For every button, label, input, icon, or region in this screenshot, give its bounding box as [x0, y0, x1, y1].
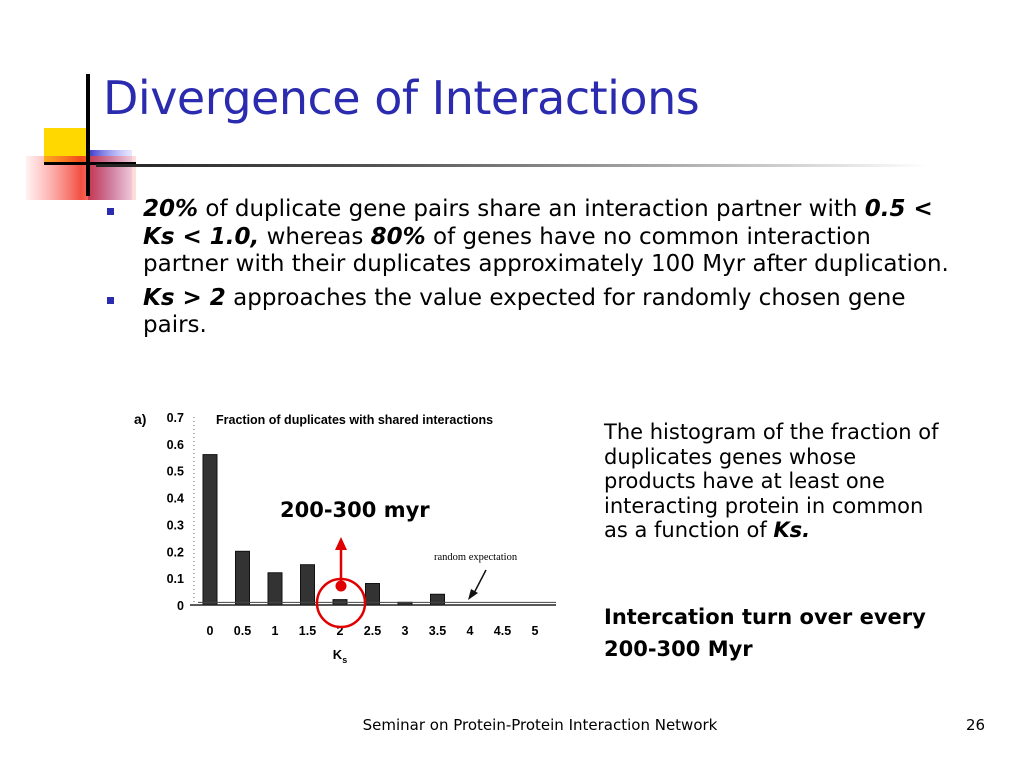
bullet-1-part: of genes have no common interaction part…: [143, 223, 949, 278]
histogram-bar: [202, 454, 218, 606]
page-number: 26: [966, 716, 986, 734]
y-tick-label: 0.6: [167, 438, 184, 452]
x-tick-label: 3: [402, 624, 409, 638]
histogram-bar: [365, 583, 380, 606]
y-tick-label: 0.4: [167, 492, 184, 506]
y-tick-label: 0.2: [167, 545, 184, 559]
highlight-dot: [335, 580, 347, 592]
description-emphasis: Ks.: [773, 518, 811, 543]
bullet-1-part: 80%: [370, 223, 426, 250]
y-tick-label: 0.7: [167, 411, 184, 425]
x-tick-label: 1.5: [299, 624, 316, 638]
arrow-up-icon: [335, 537, 347, 550]
bullet-list: 20% of duplicate gene pairs share an int…: [103, 196, 963, 346]
slide-title: Divergence of Interactions: [103, 71, 700, 125]
x-axis-label: Ks: [333, 647, 347, 665]
histogram-description: The histogram of the fraction of duplica…: [604, 420, 944, 543]
x-tick-label: 0.5: [234, 624, 251, 638]
random-expectation-arrow: [472, 569, 487, 596]
bullet-2-part: approaches the value expected for random…: [143, 284, 906, 339]
y-tick-label: 0.1: [167, 572, 184, 586]
histogram-figure: a) Fraction of duplicates with shared int…: [128, 400, 568, 670]
histogram-bar: [267, 572, 283, 606]
bullet-item-2: Ks > 2 approaches the value expected for…: [103, 285, 963, 340]
bullet-square-icon: [107, 208, 114, 215]
bullet-1-part: of duplicate gene pairs share an interac…: [198, 196, 865, 222]
bullet-1-part: whereas: [259, 223, 371, 250]
x-tick-label: 1: [272, 624, 279, 638]
bullet-item-1: 20% of duplicate gene pairs share an int…: [103, 196, 963, 279]
y-tick-label: 0.5: [167, 465, 184, 479]
y-tick-label: 0.3: [167, 518, 184, 532]
histogram-bar: [300, 564, 315, 606]
x-tick-label: 2.5: [364, 624, 381, 638]
bullet-1-part: 20%: [143, 196, 199, 222]
x-tick-label: 3.5: [429, 624, 446, 638]
x-tick-label: 4: [467, 624, 474, 638]
title-underline: [96, 164, 928, 167]
chart-title: Fraction of duplicates with shared inter…: [216, 413, 493, 427]
histogram-bar: [430, 593, 445, 606]
histogram-chart: a) Fraction of duplicates with shared int…: [134, 411, 556, 665]
bullet-square-icon: [107, 296, 114, 304]
corner-decoration: [26, 74, 136, 200]
deco-horizontal-line: [44, 162, 136, 165]
random-expectation-label: random expectation: [434, 552, 518, 563]
panel-label: a): [134, 411, 146, 427]
x-tick-label: 0: [207, 624, 214, 638]
description-text: The histogram of the fraction of duplica…: [604, 420, 939, 543]
deco-vertical-line: [86, 74, 90, 196]
conclusion-text: Intercation turn over every 200-300 Myr: [604, 605, 926, 661]
histogram-bar: [235, 550, 250, 606]
bullet-2-part: Ks > 2: [143, 284, 226, 311]
annotation-label: 200-300 myr: [280, 498, 430, 522]
x-tick-label: 4.5: [494, 624, 511, 638]
slide-footer: Seminar on Protein-Protein Interaction N…: [362, 716, 718, 734]
x-tick-label: 5: [532, 624, 539, 638]
arrow-head-icon: [468, 589, 478, 600]
y-tick-label: 0: [177, 599, 184, 613]
bullet-1-part: 0.5 < Ks < 1.0,: [143, 196, 933, 250]
x-tick-label: 2: [337, 624, 344, 638]
